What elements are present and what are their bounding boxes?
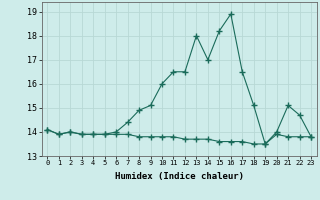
X-axis label: Humidex (Indice chaleur): Humidex (Indice chaleur) — [115, 172, 244, 181]
